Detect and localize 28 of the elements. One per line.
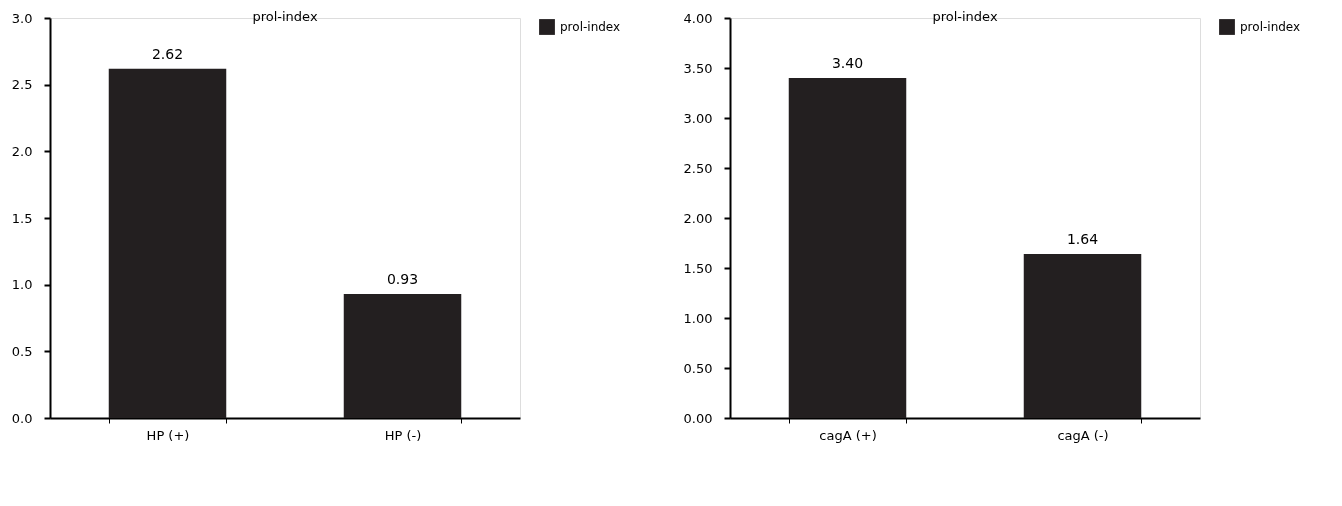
chart-title: prol-index	[932, 9, 998, 24]
chart-title: prol-index	[252, 9, 318, 24]
y-tick-label: 3.0	[11, 10, 33, 26]
y-tick-label: 2.50	[683, 160, 713, 176]
data-label: 1.64	[1066, 231, 1099, 247]
y-tick-label: 1.00	[683, 310, 713, 326]
y-tick-label: 1.50	[683, 260, 713, 276]
data-label: 2.62	[151, 45, 184, 62]
y-tick-label: 4.00	[683, 10, 713, 26]
y-tick-label: 2.0	[11, 143, 33, 159]
y-tick-label: 0.50	[683, 360, 713, 376]
y-tick-label: 0.00	[683, 410, 713, 426]
x-tick-label: HP (-)	[384, 427, 422, 443]
data-label: 0.93	[386, 271, 419, 287]
y-tick-label: 0.5	[11, 343, 33, 359]
y-tick-label: 3.00	[683, 110, 713, 126]
y-tick-label: 1.5	[11, 210, 33, 226]
y-tick-label: 0.0	[11, 410, 33, 426]
x-tick-label: HP (+)	[146, 427, 190, 443]
y-tick-label: 1.0	[11, 277, 33, 293]
y-tick-label: 3.50	[683, 60, 713, 76]
y-tick-label: 2.5	[11, 77, 33, 93]
data-label: 3.40	[831, 55, 864, 71]
legend-label: prol-index	[560, 20, 621, 34]
y-tick-label: 2.00	[683, 210, 713, 226]
legend-label: prol-index	[1240, 20, 1301, 34]
x-tick-label: cagA (+)	[819, 427, 877, 443]
x-tick-label: cagA (-)	[1057, 427, 1109, 443]
